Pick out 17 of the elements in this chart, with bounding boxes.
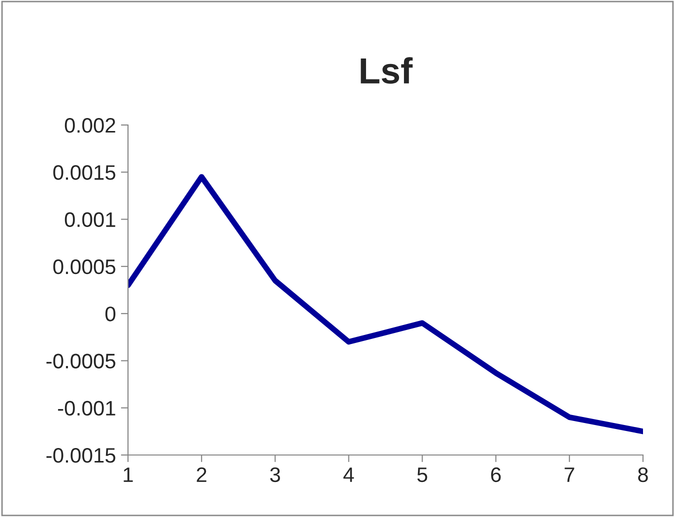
y-tick-label: -0.0005 <box>46 354 116 368</box>
y-tick-label: 0.002 <box>64 118 116 133</box>
x-tick-label: 4 <box>343 468 354 482</box>
chart-title: Lsf <box>360 57 413 84</box>
y-tick-label: -0.0015 <box>46 448 116 463</box>
x-tick-label: 3 <box>270 467 280 482</box>
y-tick-label: 0.001 <box>64 212 116 228</box>
y-tick-label: 0.0005 <box>53 259 116 274</box>
x-tick-label: 1 <box>124 468 133 482</box>
x-tick-label: 7 <box>564 468 574 482</box>
x-tick-label: 5 <box>417 468 428 482</box>
x-tick-label: 2 <box>196 467 206 482</box>
x-tick-label: 6 <box>491 467 501 482</box>
x-tick-label: 8 <box>638 467 648 482</box>
y-tick-label: 0.0015 <box>53 165 116 180</box>
y-tick-label: 0 <box>105 306 116 322</box>
y-tick-label: -0.001 <box>58 400 116 416</box>
